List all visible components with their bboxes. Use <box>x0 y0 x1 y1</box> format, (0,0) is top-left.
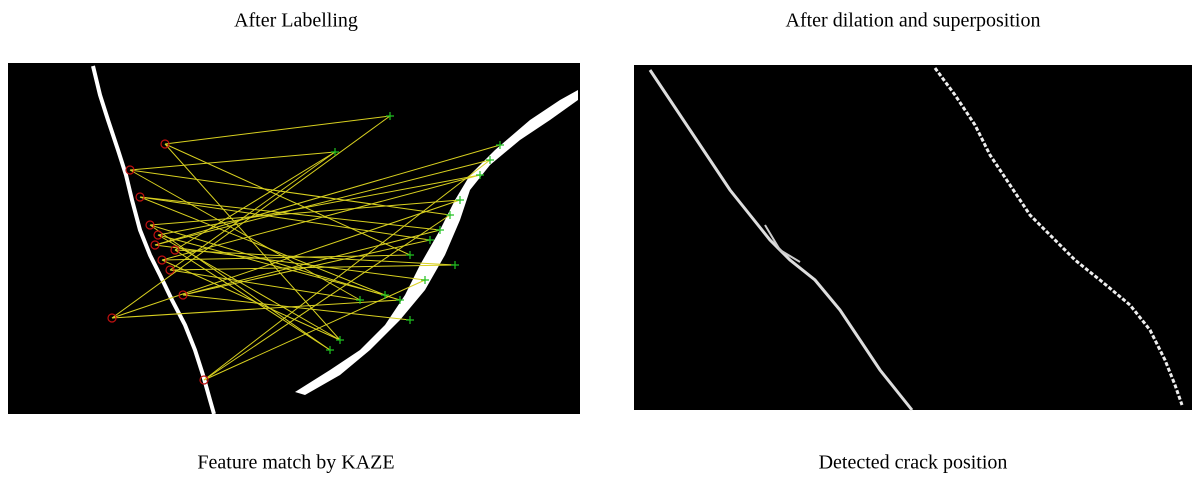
caption: Detected crack position <box>819 452 1008 474</box>
caption: After dilation and superposition <box>786 10 1041 32</box>
right-image <box>634 65 1192 410</box>
caption: After Labelling <box>234 10 358 32</box>
page: After Labelling After dilation and super… <box>0 0 1193 477</box>
caption: Feature match by KAZE <box>197 452 394 474</box>
left-image <box>8 63 580 414</box>
figure: After Labelling After dilation and super… <box>0 0 1193 477</box>
